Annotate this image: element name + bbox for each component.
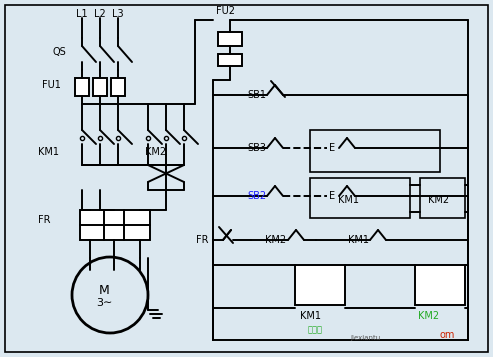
Bar	[75, 78, 89, 96]
Text: L1: L1	[76, 9, 88, 19]
Text: FU1: FU1	[42, 80, 61, 90]
Text: FR: FR	[38, 215, 50, 225]
Text: KM2: KM2	[418, 311, 439, 321]
Bar	[80, 210, 150, 240]
Text: KM1: KM1	[338, 195, 359, 205]
Text: FR: FR	[196, 235, 209, 245]
Text: KM2: KM2	[145, 147, 166, 157]
Bar	[111, 78, 125, 96]
Text: SB3: SB3	[247, 143, 266, 153]
Bar	[93, 78, 107, 96]
Text: KM1: KM1	[38, 147, 59, 157]
Text: 接线图: 接线图	[308, 326, 323, 335]
Bar	[310, 178, 410, 218]
Bar	[218, 32, 242, 46]
Text: KM1: KM1	[300, 311, 321, 321]
Text: 3∼: 3∼	[96, 298, 112, 308]
Text: om: om	[440, 330, 456, 340]
Bar	[415, 265, 465, 305]
Bar	[310, 130, 440, 172]
Text: SB1: SB1	[247, 90, 266, 100]
Text: SB2: SB2	[247, 191, 266, 201]
Text: M: M	[99, 283, 109, 297]
Text: KM1: KM1	[348, 235, 369, 245]
Bar	[218, 54, 242, 66]
Text: QS: QS	[52, 47, 66, 57]
Text: FU2: FU2	[216, 6, 235, 16]
Text: KM2: KM2	[265, 235, 286, 245]
Text: KM2: KM2	[428, 195, 449, 205]
Text: E: E	[329, 191, 335, 201]
Text: L2: L2	[94, 9, 106, 19]
Text: jiexiantu: jiexiantu	[350, 335, 380, 341]
Text: L3: L3	[112, 9, 124, 19]
Bar	[420, 178, 465, 218]
Text: E: E	[329, 143, 335, 153]
Bar	[295, 265, 345, 305]
